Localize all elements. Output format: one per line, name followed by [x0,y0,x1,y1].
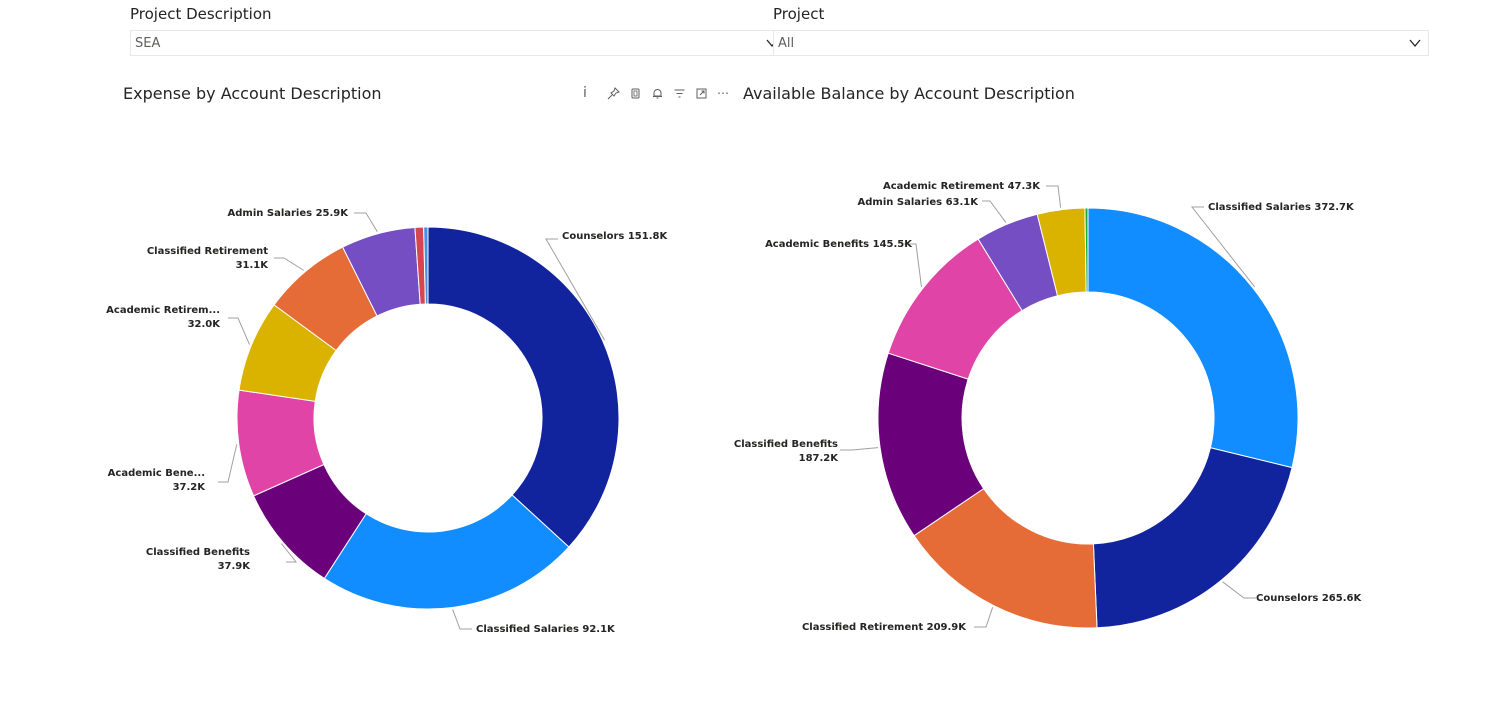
project-description-label: Project Description [130,5,272,23]
data-label-value-classified-benefits: 187.2K [799,453,840,464]
data-label-admin-salaries: Admin Salaries 25.9K [228,208,350,219]
data-label-academic-retirement: Academic Retirement 47.3K [883,181,1041,192]
pin-icon[interactable] [602,84,624,102]
expense-chart-title: Expense by Account Description [123,84,382,103]
filter-icon[interactable] [668,84,690,102]
project-label: Project [773,5,825,23]
data-label-classified-benefits: Classified Benefits [734,439,838,450]
donut-slice-counselors[interactable] [427,226,620,548]
leader-line-academic-retirement [228,317,250,345]
donut-slice-other-blue[interactable] [423,226,429,305]
data-label-admin-salaries: Admin Salaries 63.1K [858,197,980,208]
data-label-academic-benefits: Academic Bene... [108,468,205,479]
data-label-counselors: Counselors 265.6K [1256,593,1362,604]
chevron-down-icon[interactable] [1408,36,1422,50]
leader-line-classified-retirement [274,257,304,271]
leader-line-academic-retirement [1046,185,1062,208]
data-label-classified-retirement: Classified Retirement 209.9K [802,622,967,633]
visual-header-toolbar: i ⋯ [574,84,734,102]
leader-line-classified-salaries [452,609,472,630]
data-label-value-academic-benefits: 37.2K [173,482,207,493]
balance-chart-title: Available Balance by Account Description [743,84,1075,103]
donut-slice-classified-salaries[interactable] [1087,207,1299,469]
data-label-classified-salaries: Classified Salaries 92.1K [476,624,616,635]
expense-donut-chart: Counselors 151.8K Classified Salaries 92.… [106,208,668,635]
project-dropdown[interactable]: All [773,30,1429,56]
data-label-classified-salaries: Classified Salaries 372.7K [1208,202,1355,213]
data-label-academic-benefits: Academic Benefits 145.5K [765,239,913,250]
data-label-value-academic-retirement: 32.0K [188,319,222,330]
copy-icon[interactable] [624,84,646,102]
leader-line-classified-retirement [974,607,994,628]
info-icon[interactable]: i [583,85,587,101]
data-label-value-classified-retirement: 31.1K [236,260,270,271]
donut-slice-counselors[interactable] [1092,447,1293,629]
leader-line-academic-benefits [904,243,922,287]
balance-donut-chart: Classified Salaries 372.7K Counselors 265… [734,181,1363,633]
project-slicer: Project All [773,4,1429,56]
data-label-counselors: Counselors 151.8K [562,231,668,242]
data-label-classified-retirement: Classified Retirement [147,246,268,257]
leader-line-admin-salaries [354,212,378,233]
project-description-dropdown[interactable]: SEA [130,30,786,56]
leader-line-classified-benefits [281,543,298,563]
data-label-academic-retirement: Academic Retirem... [106,305,220,316]
leader-line-admin-salaries [982,200,1007,223]
donut-slice-other-green[interactable] [1084,207,1089,293]
focus-mode-icon[interactable] [690,84,712,102]
leader-line-classified-benefits [840,447,879,451]
leader-line-counselors [1222,581,1256,599]
more-options-icon[interactable]: ⋯ [717,86,729,100]
data-label-value-classified-benefits: 37.9K [218,561,252,572]
leader-line-classified-salaries [1190,206,1256,288]
project-description-value: SEA [135,36,161,51]
leader-line-academic-benefits [218,444,238,483]
data-label-classified-benefits: Classified Benefits [146,547,250,558]
leader-line-counselors [545,238,606,341]
project-description-slicer: Project Description SEA [130,4,786,56]
project-value: All [778,36,795,51]
donut-slice-classified-salaries[interactable] [323,494,570,610]
bell-icon[interactable] [646,84,668,102]
